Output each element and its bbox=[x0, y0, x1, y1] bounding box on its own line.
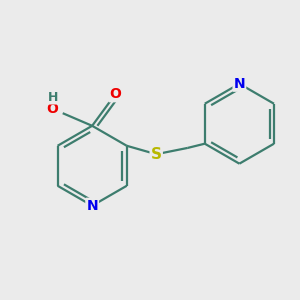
Text: O: O bbox=[46, 102, 58, 116]
Text: S: S bbox=[151, 147, 162, 162]
Text: N: N bbox=[234, 77, 245, 91]
Text: N: N bbox=[86, 199, 98, 213]
Text: H: H bbox=[48, 91, 58, 104]
Text: O: O bbox=[110, 87, 121, 101]
